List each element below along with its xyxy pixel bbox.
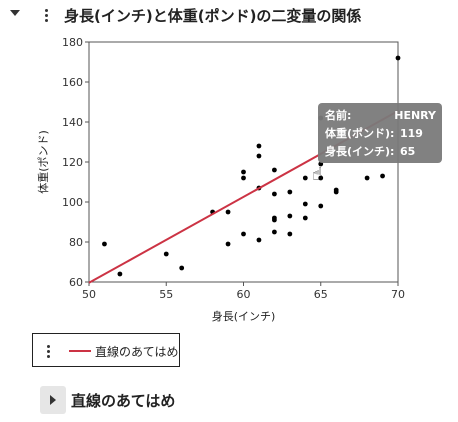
data-point [163,251,169,257]
expand-fit-section-button[interactable] [40,386,66,414]
data-point [272,229,277,235]
data-point [272,217,277,223]
legend-label: 直線のあてはめ [95,345,179,359]
legend-line-swatch [69,350,91,352]
y-tick-label: 160 [62,76,83,89]
tooltip-label: 名前: [325,108,351,122]
data-point [225,241,231,247]
data-point [256,143,262,149]
y-tick-label: 120 [62,156,83,169]
expand-triangle-icon [50,395,56,405]
data-point [256,153,262,159]
data-point [302,215,308,221]
x-tick-label: 70 [391,288,405,301]
data-point [287,231,293,237]
tooltip-value: 119 [400,127,423,140]
hand-cursor-icon: ☝ [312,164,323,185]
x-tick-label: 55 [159,288,173,301]
data-point [102,241,107,247]
data-point [179,265,185,271]
report-title: 身長(インチ)と体重(ポンド)の二変量の関係 [64,7,362,25]
y-tick-label: 100 [62,196,83,209]
data-point [318,203,324,209]
x-axis-label: 身長(インチ) [212,309,276,323]
tooltip-value: HENRY [394,109,437,122]
tooltip-label: 体重(ポンド): [325,126,394,140]
y-axis-label: 体重(ポンド) [36,130,50,194]
data-point [272,167,277,173]
data-point [318,175,324,181]
y-tick-label: 180 [62,36,83,49]
data-point [117,271,123,277]
data-point [364,175,370,181]
data-point [272,191,277,197]
bivariate-scatter-chart: 50 55 60 65 70 60 80 100 120 140 160 180 身長(インチ) 体重(ポ… [36,36,442,323]
y-tick-label: 60 [69,276,83,289]
data-point [302,201,308,207]
legend-menu-icon[interactable] [47,345,51,360]
x-tick-label: 60 [237,288,251,301]
legend-box: 直線のあてはめ [32,333,180,367]
data-point [241,169,246,175]
data-point [395,55,401,61]
tooltip-value: 65 [400,145,415,158]
report-menu-icon[interactable] [45,9,49,24]
data-point [287,189,293,195]
data-point [241,175,246,181]
hover-tooltip [318,103,442,163]
x-tick-label: 65 [314,288,328,301]
data-point [225,209,231,215]
y-tick-label: 140 [62,116,83,129]
data-point [333,189,339,195]
data-point [256,237,262,243]
data-point [302,175,308,181]
tooltip-label: 身長(インチ): [325,144,394,158]
collapse-triangle-icon[interactable] [10,10,20,16]
fit-section-title: 直線のあてはめ [71,392,176,410]
y-tick-label: 80 [69,236,83,249]
data-point [287,213,293,219]
x-tick-label: 50 [82,288,96,301]
data-point [241,231,246,237]
data-point [380,173,385,179]
